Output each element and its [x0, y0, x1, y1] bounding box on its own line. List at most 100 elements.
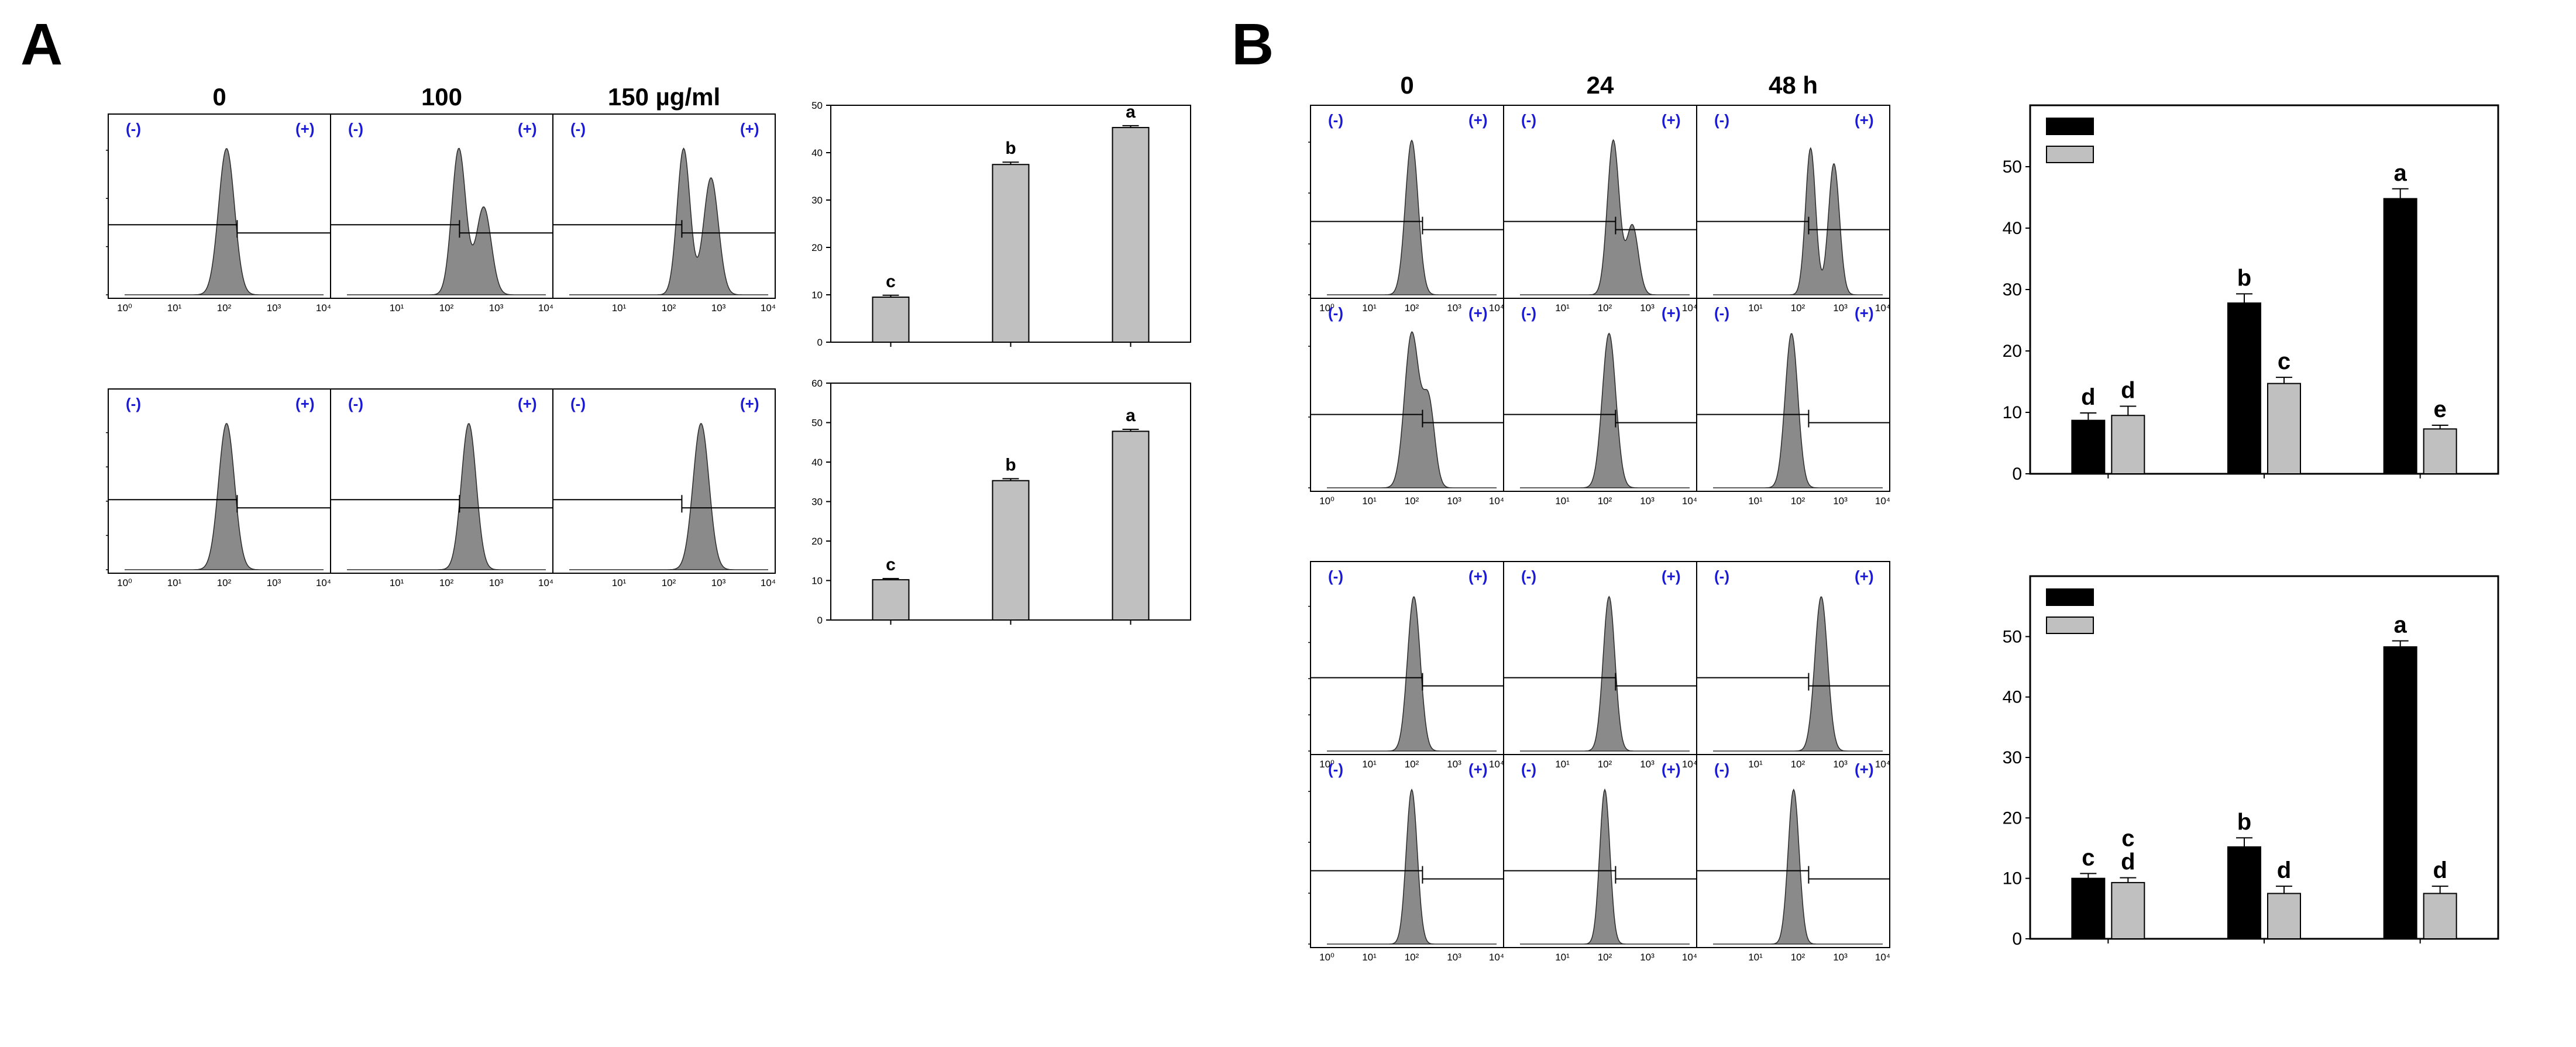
histogram: [569, 423, 768, 570]
x-tick-label: 10⁴: [761, 302, 776, 314]
histogram: [1327, 331, 1497, 488]
y-tick-label: 0: [2012, 929, 2022, 949]
histogram: [1327, 788, 1497, 945]
bar: [2423, 893, 2457, 939]
negative-gate-label: (-): [1714, 760, 1729, 778]
y-tick-label: 20: [811, 536, 823, 547]
x-tick-label: 10⁰: [117, 577, 132, 588]
significance-letter: d: [2081, 384, 2095, 410]
y-tick-label: 50: [811, 100, 823, 111]
bar-charts: 0 10 20 30 40 50 c b a 0 10 20 30 40 50 60 c b a 0 10 20 30 40 5…: [811, 100, 2499, 949]
significance-letter: a: [2394, 612, 2408, 638]
negative-gate-label: (-): [348, 120, 363, 137]
x-tick-label: 10⁴: [1682, 302, 1697, 314]
y-tick-label: 40: [2003, 688, 2022, 707]
negative-gate-label: (-): [348, 395, 363, 412]
column-header: 48 h: [1769, 71, 1818, 99]
significance-letter: d: [2121, 849, 2135, 875]
x-tick-label: 10⁴: [1489, 302, 1504, 314]
flow-cell-frame: [330, 388, 553, 574]
negative-gate-label: (-): [1521, 567, 1536, 585]
x-tick-label: 10⁴: [1489, 759, 1504, 770]
legend-swatch: [2046, 118, 2094, 135]
positive-gate-label: (+): [1468, 567, 1488, 585]
flow-cell-frame: [1696, 754, 1890, 948]
bar: [872, 579, 910, 621]
x-tick-label: 10¹: [1748, 495, 1763, 507]
x-tick-label: 10¹: [1555, 302, 1570, 314]
x-tick-label: 10⁰: [117, 302, 132, 314]
x-tick-label: 10⁴: [1875, 952, 1890, 963]
significance-letter: d: [2277, 857, 2291, 883]
column-header: 0: [1400, 71, 1413, 99]
negative-gate-label: (-): [1328, 111, 1343, 129]
x-tick-label: 10¹: [1748, 759, 1763, 770]
negative-gate-label: (-): [1521, 111, 1536, 129]
panel-label-a: A: [20, 12, 63, 77]
positive-gate-label: (+): [518, 120, 537, 137]
column-header: 150 µg/ml: [608, 83, 720, 111]
x-tick-label: 10¹: [1555, 759, 1570, 770]
negative-gate-label: (-): [126, 395, 141, 412]
x-tick-label: 10³: [1640, 759, 1655, 770]
x-tick-label: 10⁴: [316, 302, 331, 314]
x-tick-label: 10¹: [1362, 495, 1377, 507]
y-tick-label: 10: [2003, 869, 2022, 888]
x-tick-label: 10⁰: [1319, 302, 1335, 314]
y-tick-label: 20: [2003, 808, 2022, 828]
x-tick-label: 10⁴: [761, 577, 776, 588]
chart-frame: [2029, 104, 2499, 475]
panel-label-b: B: [1232, 12, 1274, 77]
flow-cell-frame: [552, 388, 776, 574]
histogram: [125, 148, 324, 295]
x-tick-label: 10³: [1447, 495, 1461, 507]
x-tick-label: 10³: [267, 577, 281, 588]
y-tick-label: 20: [2003, 342, 2022, 361]
x-tick-label: 10²: [217, 302, 232, 314]
significance-letter: a: [1126, 406, 1136, 425]
x-tick-label: 10³: [711, 577, 726, 588]
histogram: [1520, 595, 1690, 752]
x-tick-label: 10⁴: [538, 577, 553, 588]
bar: [2071, 877, 2106, 939]
x-tick-label: 10¹: [390, 577, 404, 588]
x-tick-label: 10²: [1405, 495, 1419, 507]
flow-cell-frame: [1696, 298, 1890, 492]
histogram: [1713, 788, 1883, 945]
bar: [2423, 428, 2457, 474]
x-tick-label: 10⁴: [1875, 302, 1890, 314]
histogram: [1520, 332, 1690, 488]
significance-letter: c: [2278, 349, 2290, 374]
x-tick-label: 10²: [1598, 952, 1612, 963]
histogram: [347, 147, 546, 295]
significance-letter: c: [886, 555, 896, 574]
y-tick-label: 10: [811, 576, 823, 587]
x-tick-label: 10²: [1791, 495, 1805, 507]
x-tick-label: 10⁴: [1682, 495, 1697, 507]
histogram: [125, 423, 324, 570]
x-tick-label: 10³: [1447, 759, 1461, 770]
y-tick-label: 50: [811, 418, 823, 429]
positive-gate-label: (+): [1662, 567, 1681, 585]
x-tick-label: 10⁰: [1319, 759, 1335, 770]
x-tick-label: 10²: [1791, 302, 1805, 314]
histogram: [1327, 596, 1497, 752]
y-tick-label: 40: [811, 147, 823, 159]
legend-swatch: [2046, 617, 2094, 634]
x-tick-label: 10¹: [1362, 952, 1377, 963]
x-tick-label: 10⁴: [316, 577, 331, 588]
histogram: [569, 147, 768, 295]
positive-gate-label: (+): [1855, 567, 1874, 585]
x-tick-label: 10³: [1447, 302, 1461, 314]
legend-swatch: [2046, 146, 2094, 163]
bar: [992, 480, 1030, 621]
significance-letter: c: [886, 272, 896, 291]
x-tick-label: 10¹: [1748, 302, 1763, 314]
x-tick-label: 10⁴: [1875, 495, 1890, 507]
x-tick-label: 10²: [662, 577, 676, 588]
significance-letter: b: [1005, 455, 1016, 474]
x-tick-label: 10²: [1405, 952, 1419, 963]
significance-letter: c: [2121, 826, 2134, 852]
flow-cell-frame: [1696, 105, 1890, 299]
flow-cell-frame: [1503, 105, 1697, 299]
